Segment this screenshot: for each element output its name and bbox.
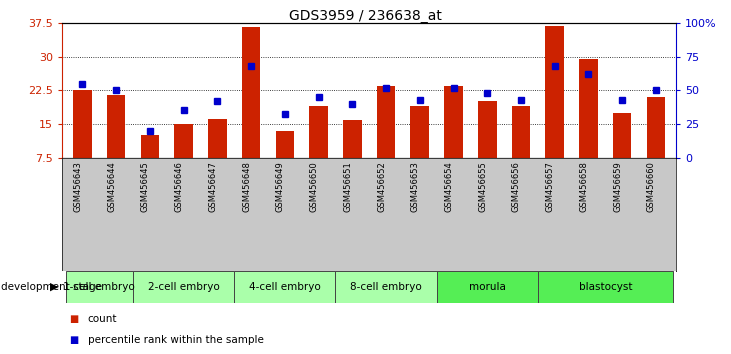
Bar [309,106,327,158]
Text: GSM456653: GSM456653 [411,161,420,212]
Text: GSM456644: GSM456644 [107,161,116,212]
Text: 2-cell embryo: 2-cell embryo [148,282,219,292]
Text: GSM456651: GSM456651 [344,161,352,212]
Text: GSM456655: GSM456655 [478,161,488,212]
Text: GSM456643: GSM456643 [73,161,83,212]
Bar [647,97,665,158]
Bar [336,271,436,303]
Bar [343,120,362,158]
Text: GSM456654: GSM456654 [444,161,453,212]
Bar [376,86,395,158]
Bar [613,113,632,158]
Text: GSM456659: GSM456659 [613,161,622,212]
Text: GSM456645: GSM456645 [141,161,150,212]
Bar [174,124,193,158]
Text: GSM456657: GSM456657 [546,161,555,212]
Text: count: count [88,314,117,325]
Bar [242,28,260,158]
Text: GSM456649: GSM456649 [276,161,285,212]
Bar [234,271,336,303]
Bar [512,106,530,158]
Text: 4-cell embryo: 4-cell embryo [249,282,321,292]
Bar [444,86,463,158]
Text: 1-cell embryo: 1-cell embryo [64,282,135,292]
Bar [133,271,234,303]
Text: ■: ■ [69,335,79,345]
Text: GSM456647: GSM456647 [208,161,217,212]
Bar [545,26,564,158]
Bar [73,90,91,158]
Text: GSM456646: GSM456646 [175,161,183,212]
Text: GSM456658: GSM456658 [580,161,588,212]
Text: blastocyst: blastocyst [578,282,632,292]
Text: GSM456656: GSM456656 [512,161,521,212]
Text: GSM456652: GSM456652 [377,161,386,212]
Bar [411,106,429,158]
Bar [478,102,496,158]
Text: GSM456650: GSM456650 [309,161,319,212]
Text: development stage: development stage [1,282,102,292]
Bar [66,271,133,303]
Text: ■: ■ [69,314,79,325]
Text: morula: morula [469,282,506,292]
Text: GSM456648: GSM456648 [242,161,251,212]
Bar [107,95,126,158]
Text: ▶: ▶ [50,282,58,292]
Text: percentile rank within the sample: percentile rank within the sample [88,335,264,345]
Bar [140,135,159,158]
Bar [579,59,598,158]
Bar [436,271,538,303]
Text: GSM456660: GSM456660 [647,161,656,212]
Bar [538,271,673,303]
Text: GDS3959 / 236638_at: GDS3959 / 236638_at [289,9,442,23]
Text: 8-cell embryo: 8-cell embryo [350,282,422,292]
Bar [208,119,227,158]
Bar [276,131,294,158]
